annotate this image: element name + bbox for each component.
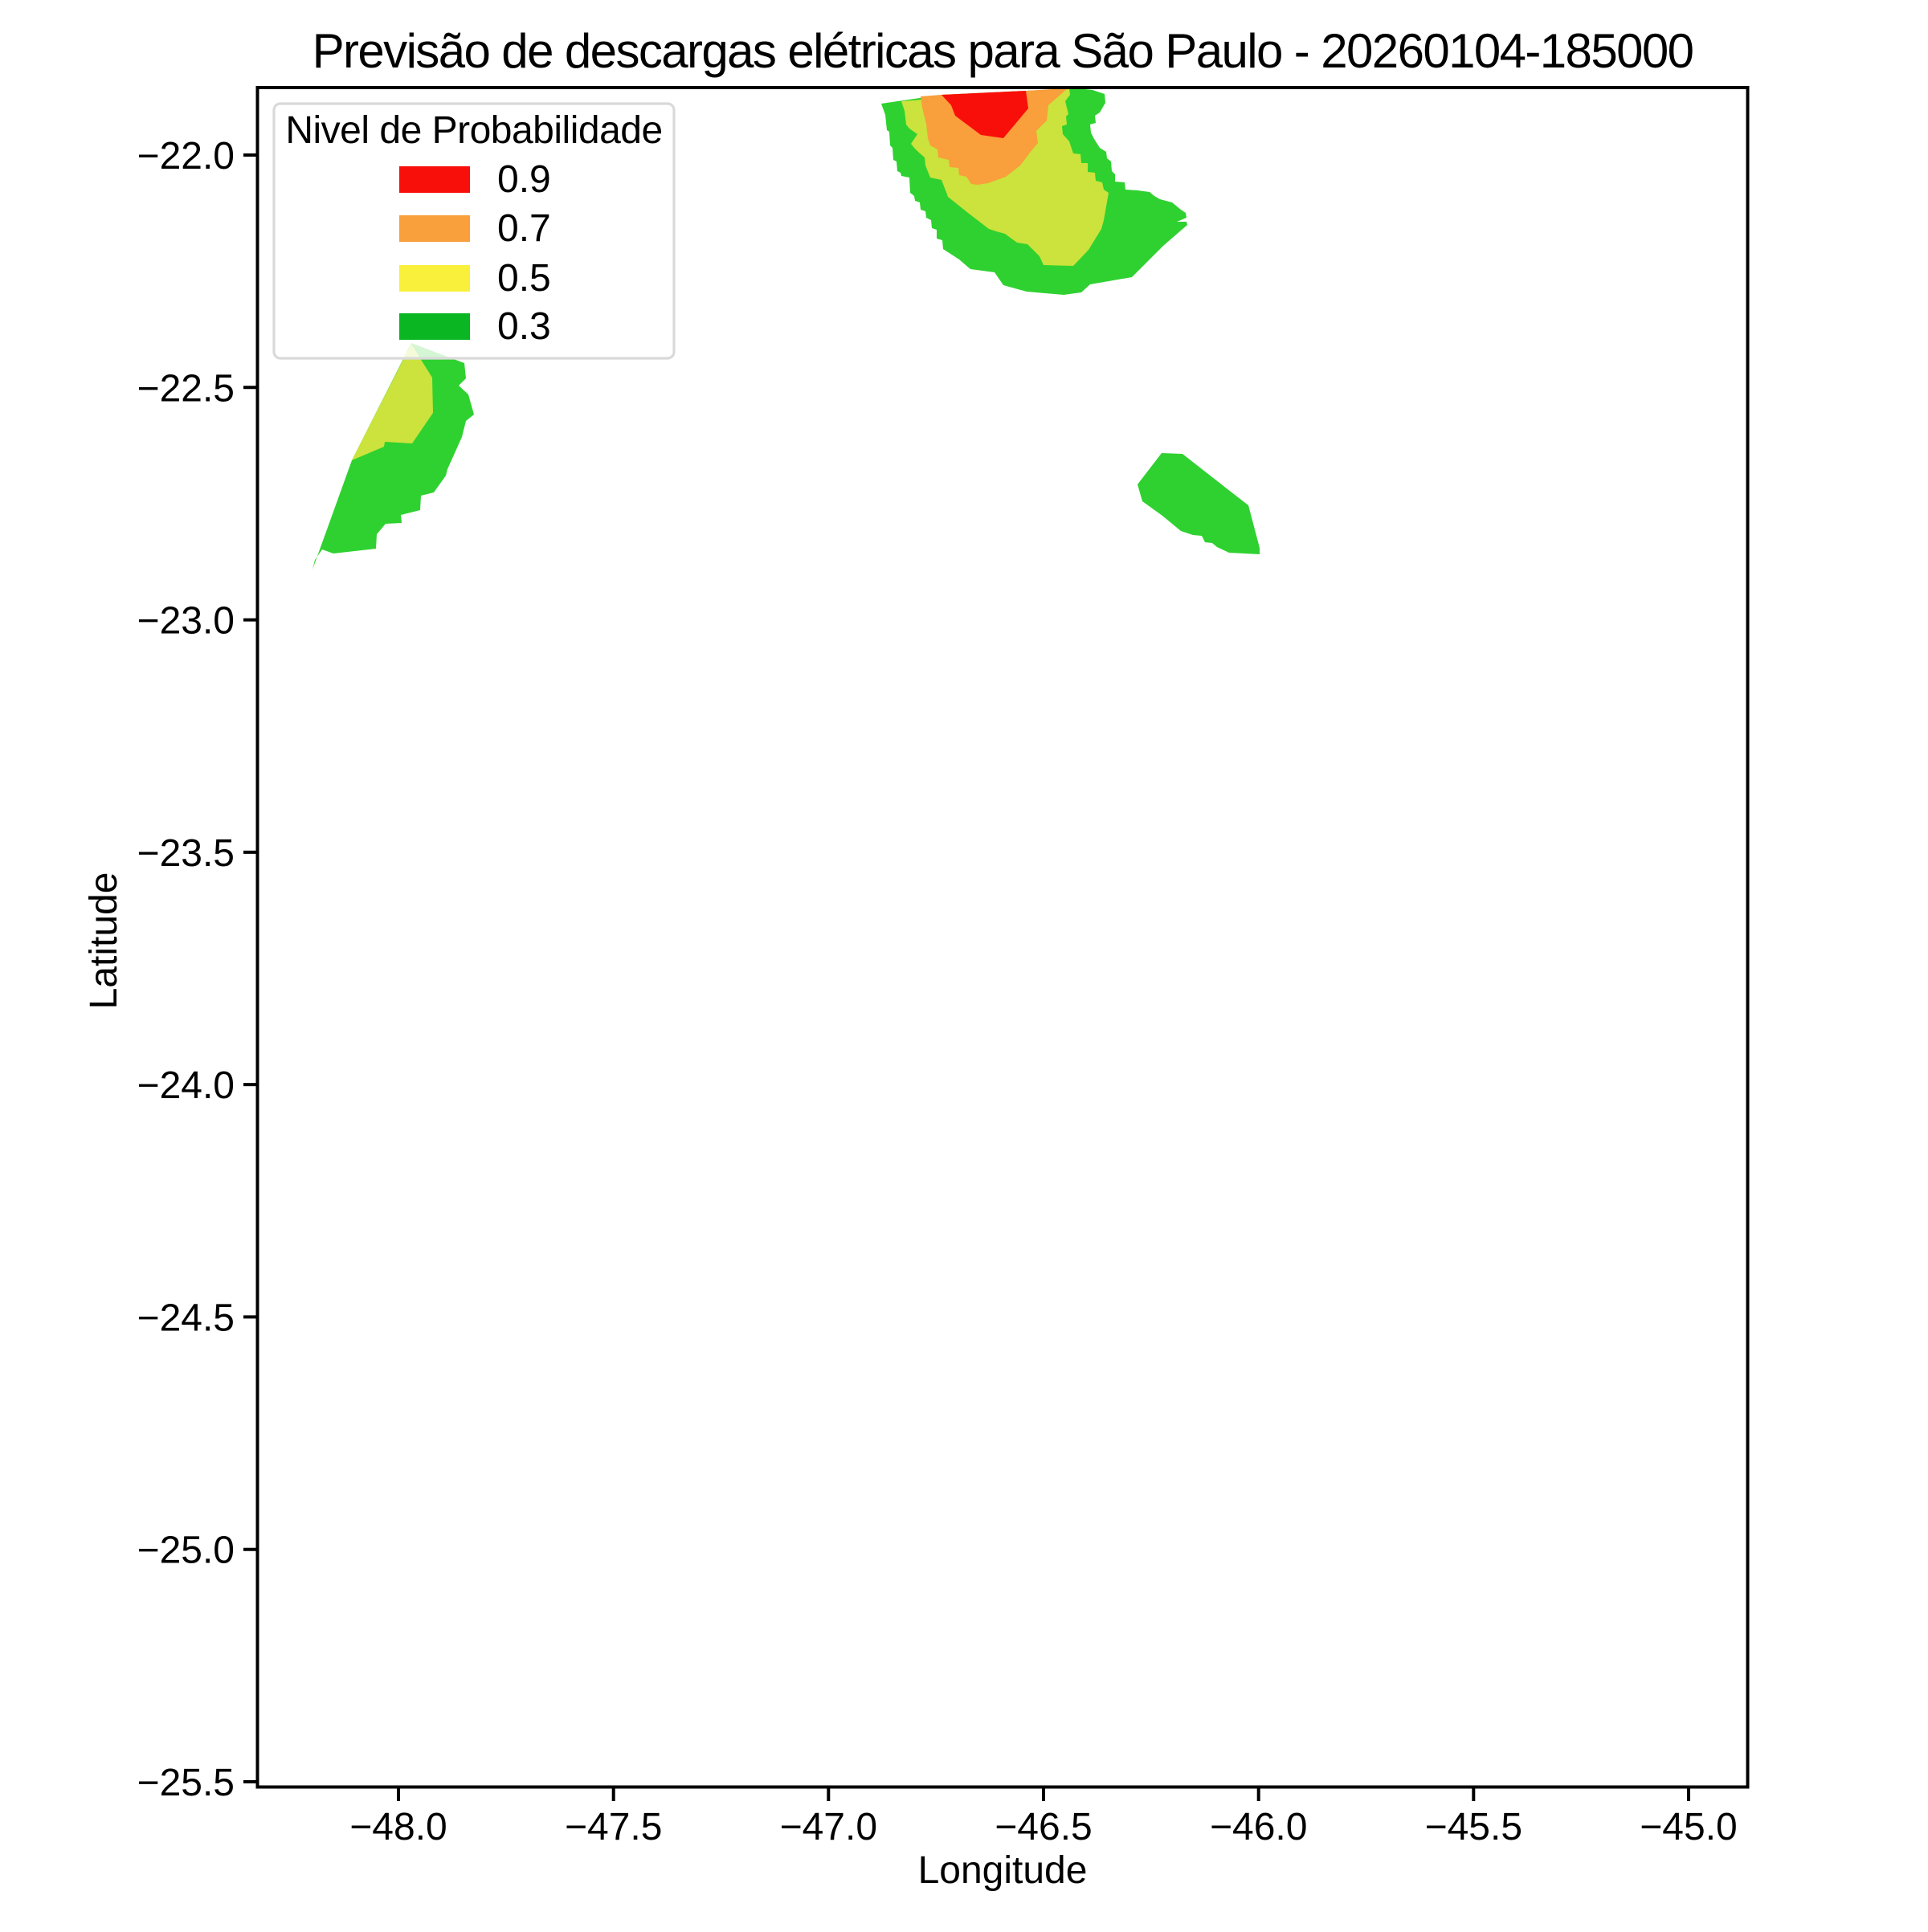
svg-text:−23.0: −23.0	[137, 600, 235, 643]
svg-text:−46.5: −46.5	[995, 1806, 1092, 1848]
svg-text:Longitude: Longitude	[918, 1849, 1088, 1892]
svg-text:−24.5: −24.5	[137, 1297, 235, 1339]
svg-text:Previsão de descargas elétrica: Previsão de descargas elétricas para São…	[312, 24, 1693, 78]
svg-text:Latitude: Latitude	[83, 872, 125, 1010]
svg-text:−45.5: −45.5	[1425, 1806, 1522, 1848]
svg-text:−24.0: −24.0	[137, 1064, 235, 1107]
svg-text:Nivel de Probabilidade: Nivel de Probabilidade	[285, 109, 662, 152]
svg-text:−48.0: −48.0	[349, 1806, 447, 1848]
svg-text:−46.0: −46.0	[1210, 1806, 1307, 1848]
svg-text:0.3: 0.3	[497, 305, 551, 348]
svg-text:−47.0: −47.0	[780, 1806, 877, 1848]
svg-text:−47.5: −47.5	[565, 1806, 662, 1848]
svg-text:−23.5: −23.5	[137, 832, 235, 875]
svg-text:−45.0: −45.0	[1640, 1806, 1737, 1848]
svg-text:0.7: 0.7	[497, 207, 551, 250]
svg-text:−25.0: −25.0	[137, 1530, 235, 1572]
svg-text:−22.0: −22.0	[137, 135, 235, 178]
svg-text:−25.5: −25.5	[137, 1762, 235, 1804]
svg-text:−22.5: −22.5	[137, 367, 235, 410]
svg-text:0.5: 0.5	[497, 257, 551, 300]
svg-text:0.9: 0.9	[497, 158, 551, 201]
